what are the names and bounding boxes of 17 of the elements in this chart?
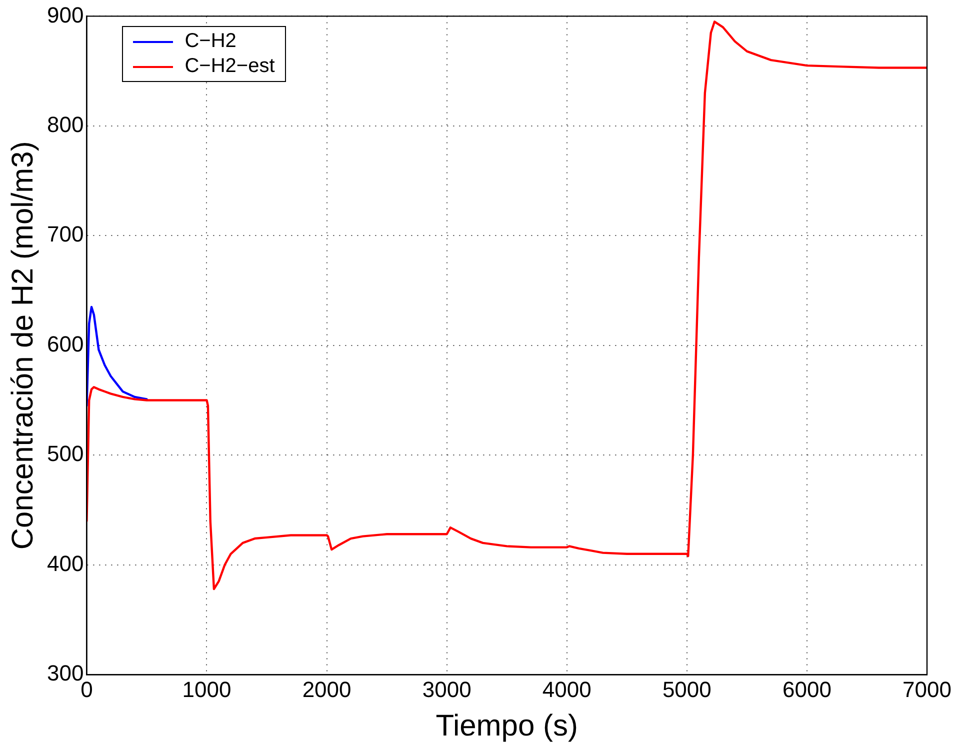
legend-label: C−H2−est [184,55,275,78]
y-tick-label: 400 [46,550,84,576]
legend-label: C−H2 [184,30,236,54]
y-tick-label: 800 [46,112,84,137]
y-axis-title: Concentración de H2 (mol/m3) [6,141,40,550]
x-tick-label: 2000 [302,676,352,702]
x-tick-label: 6000 [782,676,832,702]
x-tick-label: 7000 [902,676,952,702]
y-tick-label: 600 [46,331,84,356]
y-tick-label: 900 [46,2,84,28]
y-tick-label: 500 [46,441,84,466]
x-axis-title: Tiempo (s) [436,709,578,742]
x-tick-label: 5000 [662,676,712,702]
x-tick-label: 1000 [182,676,232,702]
y-tick-label: 700 [46,222,84,247]
x-tick-label: 4000 [542,676,592,702]
x-tick-label: 3000 [422,676,472,702]
